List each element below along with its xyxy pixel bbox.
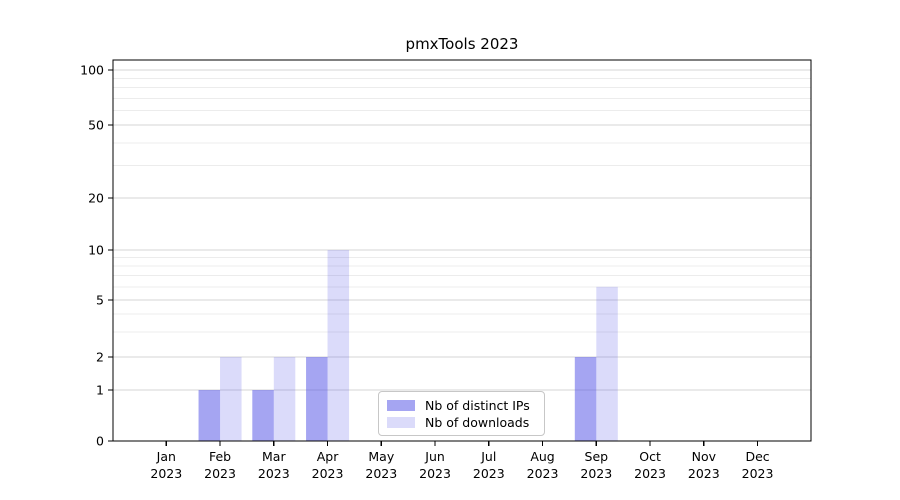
- x-tick-label-year: 2023: [742, 466, 774, 481]
- x-tick-label-year: 2023: [473, 466, 505, 481]
- bar-downloads: [596, 286, 618, 441]
- x-tick-label-month: Oct: [639, 449, 661, 464]
- x-tick-label-year: 2023: [204, 466, 236, 481]
- x-tick-label-month: May: [368, 449, 394, 464]
- x-tick-label-month: Jun: [424, 449, 445, 464]
- x-tick-label-year: 2023: [419, 466, 451, 481]
- x-tick-label-year: 2023: [258, 466, 290, 481]
- y-tick-label: 10: [88, 243, 104, 258]
- bar-downloads: [327, 250, 350, 441]
- x-tick-label-month: Aug: [530, 449, 554, 464]
- x-tick-label-year: 2023: [150, 466, 182, 481]
- bar-distinct-ips: [252, 390, 274, 441]
- x-tick-label-month: Sep: [585, 449, 609, 464]
- y-tick-label: 20: [88, 191, 104, 206]
- x-tick-label-year: 2023: [580, 466, 612, 481]
- legend-item-distinct-ips: Nb of distinct IPs: [387, 398, 535, 414]
- legend-label-distinct-ips: Nb of distinct IPs: [425, 398, 530, 413]
- legend-swatch-distinct-ips: [387, 400, 415, 411]
- bar-distinct-ips: [574, 357, 597, 441]
- x-tick-label-month: Apr: [317, 449, 339, 464]
- x-tick-label-month: Mar: [262, 449, 286, 464]
- x-tick-label-month: Jan: [156, 449, 176, 464]
- legend-swatch-downloads: [387, 417, 415, 428]
- chart-title: pmxTools 2023: [405, 35, 519, 53]
- y-tick-label: 2: [96, 350, 104, 365]
- y-tick-label: 50: [88, 118, 104, 133]
- x-tick-label-month: Nov: [692, 449, 717, 464]
- legend-label-downloads: Nb of downloads: [425, 415, 530, 430]
- y-tick-label: 100: [80, 63, 104, 78]
- bar-distinct-ips: [198, 390, 221, 441]
- x-tick-label-year: 2023: [527, 466, 559, 481]
- bar-downloads: [220, 357, 242, 441]
- legend: Nb of distinct IPs Nb of downloads: [378, 391, 545, 436]
- y-tick-label: 0: [96, 434, 104, 449]
- bar-distinct-ips: [306, 357, 328, 441]
- y-tick-label: 5: [96, 293, 104, 308]
- y-tick-label: 1: [96, 383, 104, 398]
- legend-item-downloads: Nb of downloads: [387, 415, 535, 431]
- x-tick-label-year: 2023: [634, 466, 666, 481]
- bar-downloads: [273, 357, 296, 441]
- x-tick-label-month: Dec: [745, 449, 769, 464]
- x-tick-label-year: 2023: [312, 466, 344, 481]
- x-tick-label-year: 2023: [688, 466, 720, 481]
- x-tick-label-month: Feb: [209, 449, 231, 464]
- x-tick-label-year: 2023: [365, 466, 397, 481]
- x-tick-label-month: Jul: [480, 449, 496, 464]
